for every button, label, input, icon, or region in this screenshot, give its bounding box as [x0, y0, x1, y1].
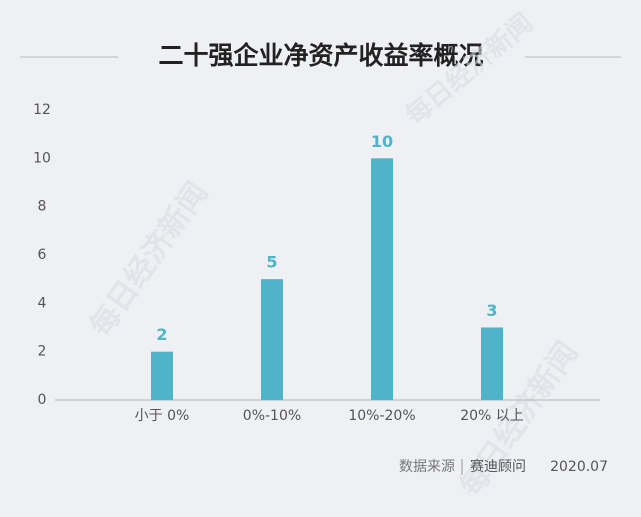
x-tick-label: 10%-20% — [348, 408, 415, 424]
y-tick-label: 0 — [38, 392, 47, 408]
bar — [481, 327, 503, 400]
chart-title: 二十强企业净资产收益率概况 — [158, 41, 483, 70]
bar — [151, 351, 173, 400]
x-tick-label: 0%-10% — [243, 408, 301, 424]
x-tick-label: 小于 0% — [135, 408, 190, 424]
value-label: 2 — [156, 325, 167, 344]
value-label: 5 — [266, 253, 277, 272]
y-tick-label: 8 — [38, 199, 47, 215]
y-tick-label: 4 — [38, 295, 47, 311]
y-tick-label: 12 — [33, 102, 51, 118]
bar — [371, 158, 393, 400]
y-tick-label: 2 — [38, 344, 47, 360]
date: 2020.07 — [550, 459, 608, 475]
source-label: 数据来源 — [399, 459, 455, 475]
y-tick-label: 6 — [38, 247, 47, 263]
source: 赛迪顾问 — [470, 459, 526, 475]
value-label: 3 — [486, 301, 497, 320]
bar — [261, 279, 283, 400]
y-tick-label: 10 — [33, 150, 51, 166]
value-label: 10 — [371, 132, 393, 151]
x-tick-label: 20% 以上 — [460, 408, 524, 424]
